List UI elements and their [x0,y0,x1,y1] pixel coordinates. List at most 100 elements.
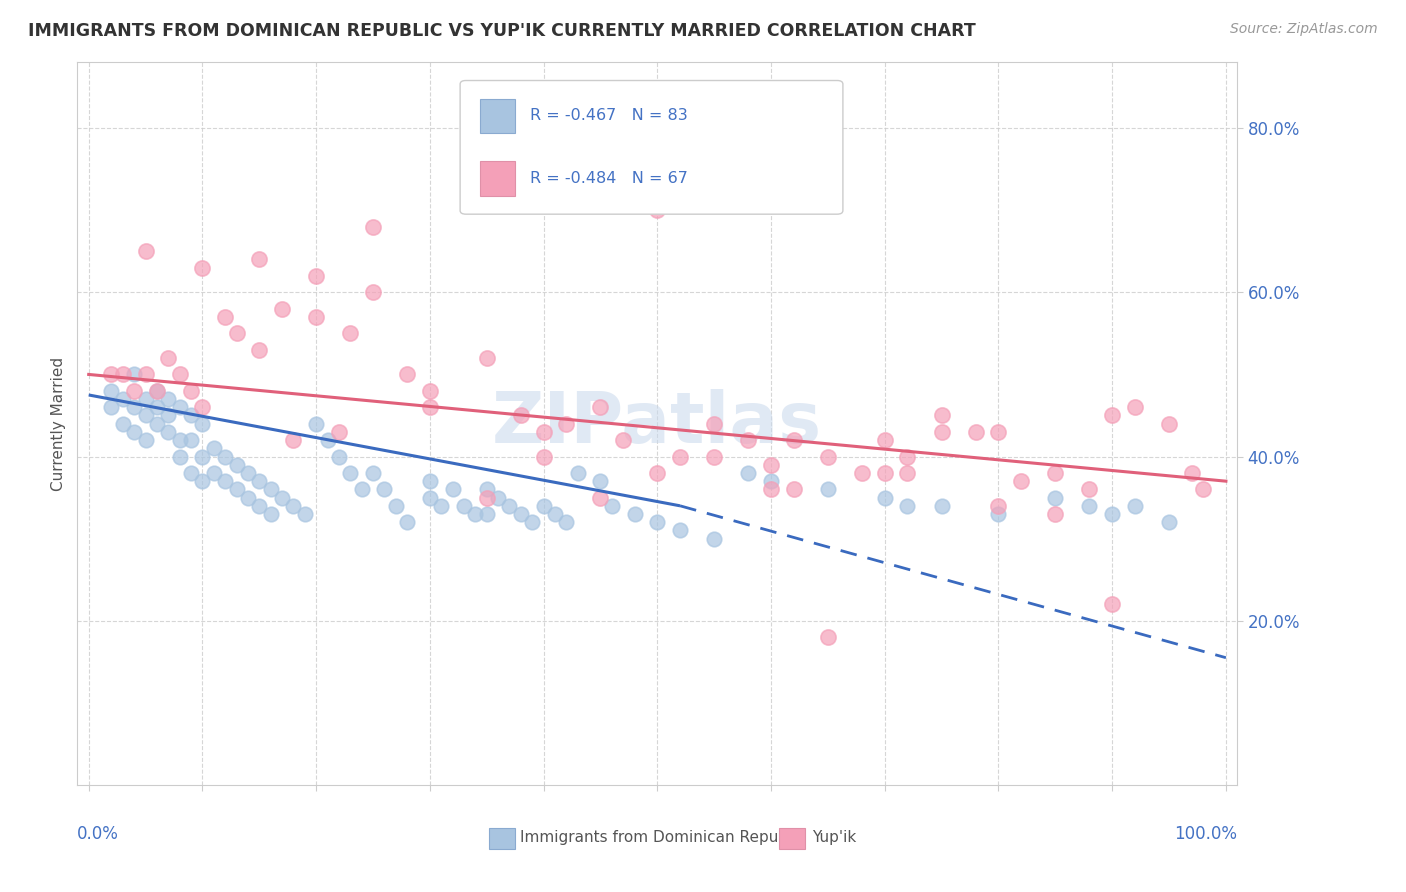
Point [647,515,669,529]
Text: 100.0%: 100.0% [1174,825,1237,843]
Point [703,417,725,431]
Point [783,483,806,497]
Point [146,384,169,398]
Point [135,244,157,259]
Point [1045,491,1067,505]
Point [600,499,623,513]
Point [1123,499,1146,513]
Point [419,401,441,415]
Point [419,491,441,505]
Point [509,507,531,521]
Point [623,507,645,521]
Point [191,474,214,488]
Point [817,630,839,644]
Point [851,466,873,480]
Point [122,401,145,415]
Point [475,351,498,365]
Point [987,507,1010,521]
Point [1157,417,1180,431]
Point [214,450,236,464]
Point [180,384,202,398]
Point [111,368,134,382]
Point [169,450,191,464]
Point [247,474,270,488]
Point [191,260,214,275]
Point [589,401,612,415]
Text: Source: ZipAtlas.com: Source: ZipAtlas.com [1230,22,1378,37]
Text: IMMIGRANTS FROM DOMINICAN REPUBLIC VS YUP'IK CURRENTLY MARRIED CORRELATION CHART: IMMIGRANTS FROM DOMINICAN REPUBLIC VS YU… [28,22,976,40]
Point [328,425,350,439]
Point [475,507,498,521]
Text: R = -0.484   N = 67: R = -0.484 N = 67 [530,170,688,186]
Point [498,499,520,513]
Point [111,392,134,406]
Point [533,499,555,513]
Point [1192,483,1215,497]
Point [396,368,419,382]
Point [350,483,373,497]
Point [225,326,247,341]
Point [509,409,531,423]
Point [1045,466,1067,480]
Point [669,524,692,538]
Point [271,491,294,505]
FancyBboxPatch shape [479,99,515,133]
Point [157,425,180,439]
Point [111,417,134,431]
Point [191,401,214,415]
Point [475,491,498,505]
Point [544,507,567,521]
Point [283,499,305,513]
Point [647,466,669,480]
Point [737,433,759,447]
Point [260,507,283,521]
Point [486,491,509,505]
Text: ZIPatlas: ZIPatlas [492,389,823,458]
Point [305,417,328,431]
Point [441,483,464,497]
Point [896,499,918,513]
Point [271,301,294,316]
Point [122,384,145,398]
Point [236,466,259,480]
Point [1078,499,1101,513]
Point [236,491,259,505]
Point [100,368,122,382]
Point [555,515,578,529]
Point [931,425,953,439]
Point [191,417,214,431]
Point [759,458,782,472]
Point [873,466,896,480]
Point [396,515,419,529]
Point [1045,507,1067,521]
Point [1123,401,1146,415]
Point [339,466,361,480]
Point [202,466,225,480]
Point [987,425,1010,439]
Point [931,499,953,513]
Point [419,384,441,398]
Point [737,466,759,480]
Point [759,483,782,497]
Point [1101,507,1123,521]
Point [100,401,122,415]
Point [419,474,441,488]
Text: 0.0%: 0.0% [77,825,120,843]
Point [873,491,896,505]
Point [589,491,612,505]
Point [157,351,180,365]
Point [430,499,453,513]
Point [294,507,316,521]
Point [896,466,918,480]
Point [475,483,498,497]
Point [533,425,555,439]
Point [157,409,180,423]
Point [1157,515,1180,529]
Point [122,368,145,382]
Point [180,466,202,480]
Point [328,450,350,464]
Point [361,466,384,480]
Point [361,219,384,234]
Point [533,450,555,464]
Point [522,515,544,529]
